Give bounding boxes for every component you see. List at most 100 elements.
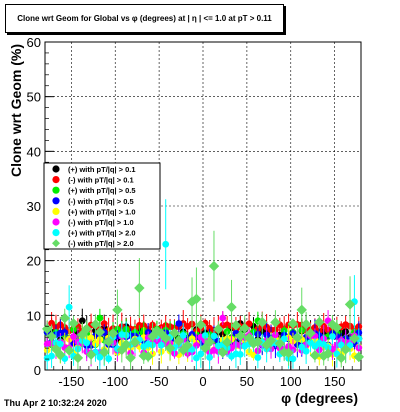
data-point [219,314,227,322]
data-point [243,332,255,344]
legend-marker [52,176,60,184]
data-point [210,332,218,340]
data-point [283,347,294,359]
data-point [116,344,128,356]
data-point [120,339,132,350]
legend-marker [52,197,60,205]
data-point [175,320,183,327]
data-point [193,354,200,362]
data-point [68,318,79,329]
y-tick-label: 0 [34,363,41,378]
data-point [70,333,77,341]
legend-marker [52,207,60,215]
data-point [245,320,253,328]
data-point [188,335,196,343]
x-tick-label: 0 [199,374,206,389]
tick-labels: -150 -100 -50 0 50 100 150 0 10 20 30 40 50 60 [27,35,346,389]
x-tick-label: 100 [280,374,302,389]
data-point [280,335,288,343]
data-point [235,330,246,342]
legend-box [43,162,161,250]
data-point [78,317,86,325]
x-tick-label: -150 [58,374,84,389]
data-point [236,350,244,358]
data-point [72,352,84,364]
data-point [322,348,334,359]
data-point [329,332,336,340]
y-tick-label: 40 [27,144,41,159]
data-point [179,331,187,339]
data-point [112,304,123,316]
data-point [96,314,104,322]
y-tick-label: 10 [27,308,41,323]
legend: (+) with pT/|q| > 0.1 (-) with pT/|q| > 0… [43,162,161,250]
data-point [298,343,306,351]
data-point [90,319,101,330]
data-point [63,345,75,356]
data-point [142,351,154,362]
data-point [336,352,347,364]
data-point [85,349,97,360]
data-point [83,339,91,347]
axis-ticks [44,41,362,371]
data-point [48,352,55,360]
data-point [59,312,70,324]
legend-marker [52,186,60,194]
data-point [46,331,57,342]
data-point [164,342,176,354]
data-point [61,328,69,336]
data-point [331,322,343,333]
legend-marker [52,165,60,173]
data-point [349,333,360,344]
y-axis-label: Clone wrt Geom (%) [8,44,24,177]
y-tick-label: 50 [27,90,41,105]
data-point [134,282,145,294]
data-point [287,318,299,329]
data-point [100,320,108,328]
data-point [173,335,185,347]
data-point [204,336,215,348]
x-tick-label: 150 [324,374,346,389]
data-point [314,316,325,328]
x-tick-label: 50 [240,374,254,389]
data-point [199,342,211,354]
chart-title: Clone wrt Geom for Global vs φ (degrees)… [5,4,284,33]
data-point [107,328,119,339]
data-point [65,303,73,311]
data-point [99,346,110,358]
data-point [77,329,88,340]
data-point [208,260,220,272]
data-point [300,319,312,330]
data-point [292,332,303,343]
data-point [221,337,233,348]
data-point [254,354,262,361]
data-points [41,199,365,370]
data-point [157,341,165,349]
data-point [191,293,202,305]
x-axis-label: φ (degrees) [281,390,358,406]
data-point [81,323,92,335]
data-point [94,326,106,338]
data-point [125,352,136,363]
data-point [105,355,113,363]
grid [45,42,361,370]
data-point [309,350,321,361]
data-point [257,317,268,328]
data-point [340,344,351,355]
y-tick-label: 20 [27,254,41,269]
data-point [305,328,316,339]
data-point [201,332,209,339]
data-point [55,349,66,361]
data-point [160,333,171,344]
data-point [272,331,279,339]
data-point [289,355,297,363]
y-tick-label: 30 [27,199,41,214]
legend-entry: (-) with pT/|q| > 1.0 [68,218,134,227]
data-point [182,340,193,351]
data-point [265,335,277,346]
data-point [169,327,180,339]
legend-marker [52,229,60,237]
data-point [213,323,224,335]
data-point [206,353,213,361]
